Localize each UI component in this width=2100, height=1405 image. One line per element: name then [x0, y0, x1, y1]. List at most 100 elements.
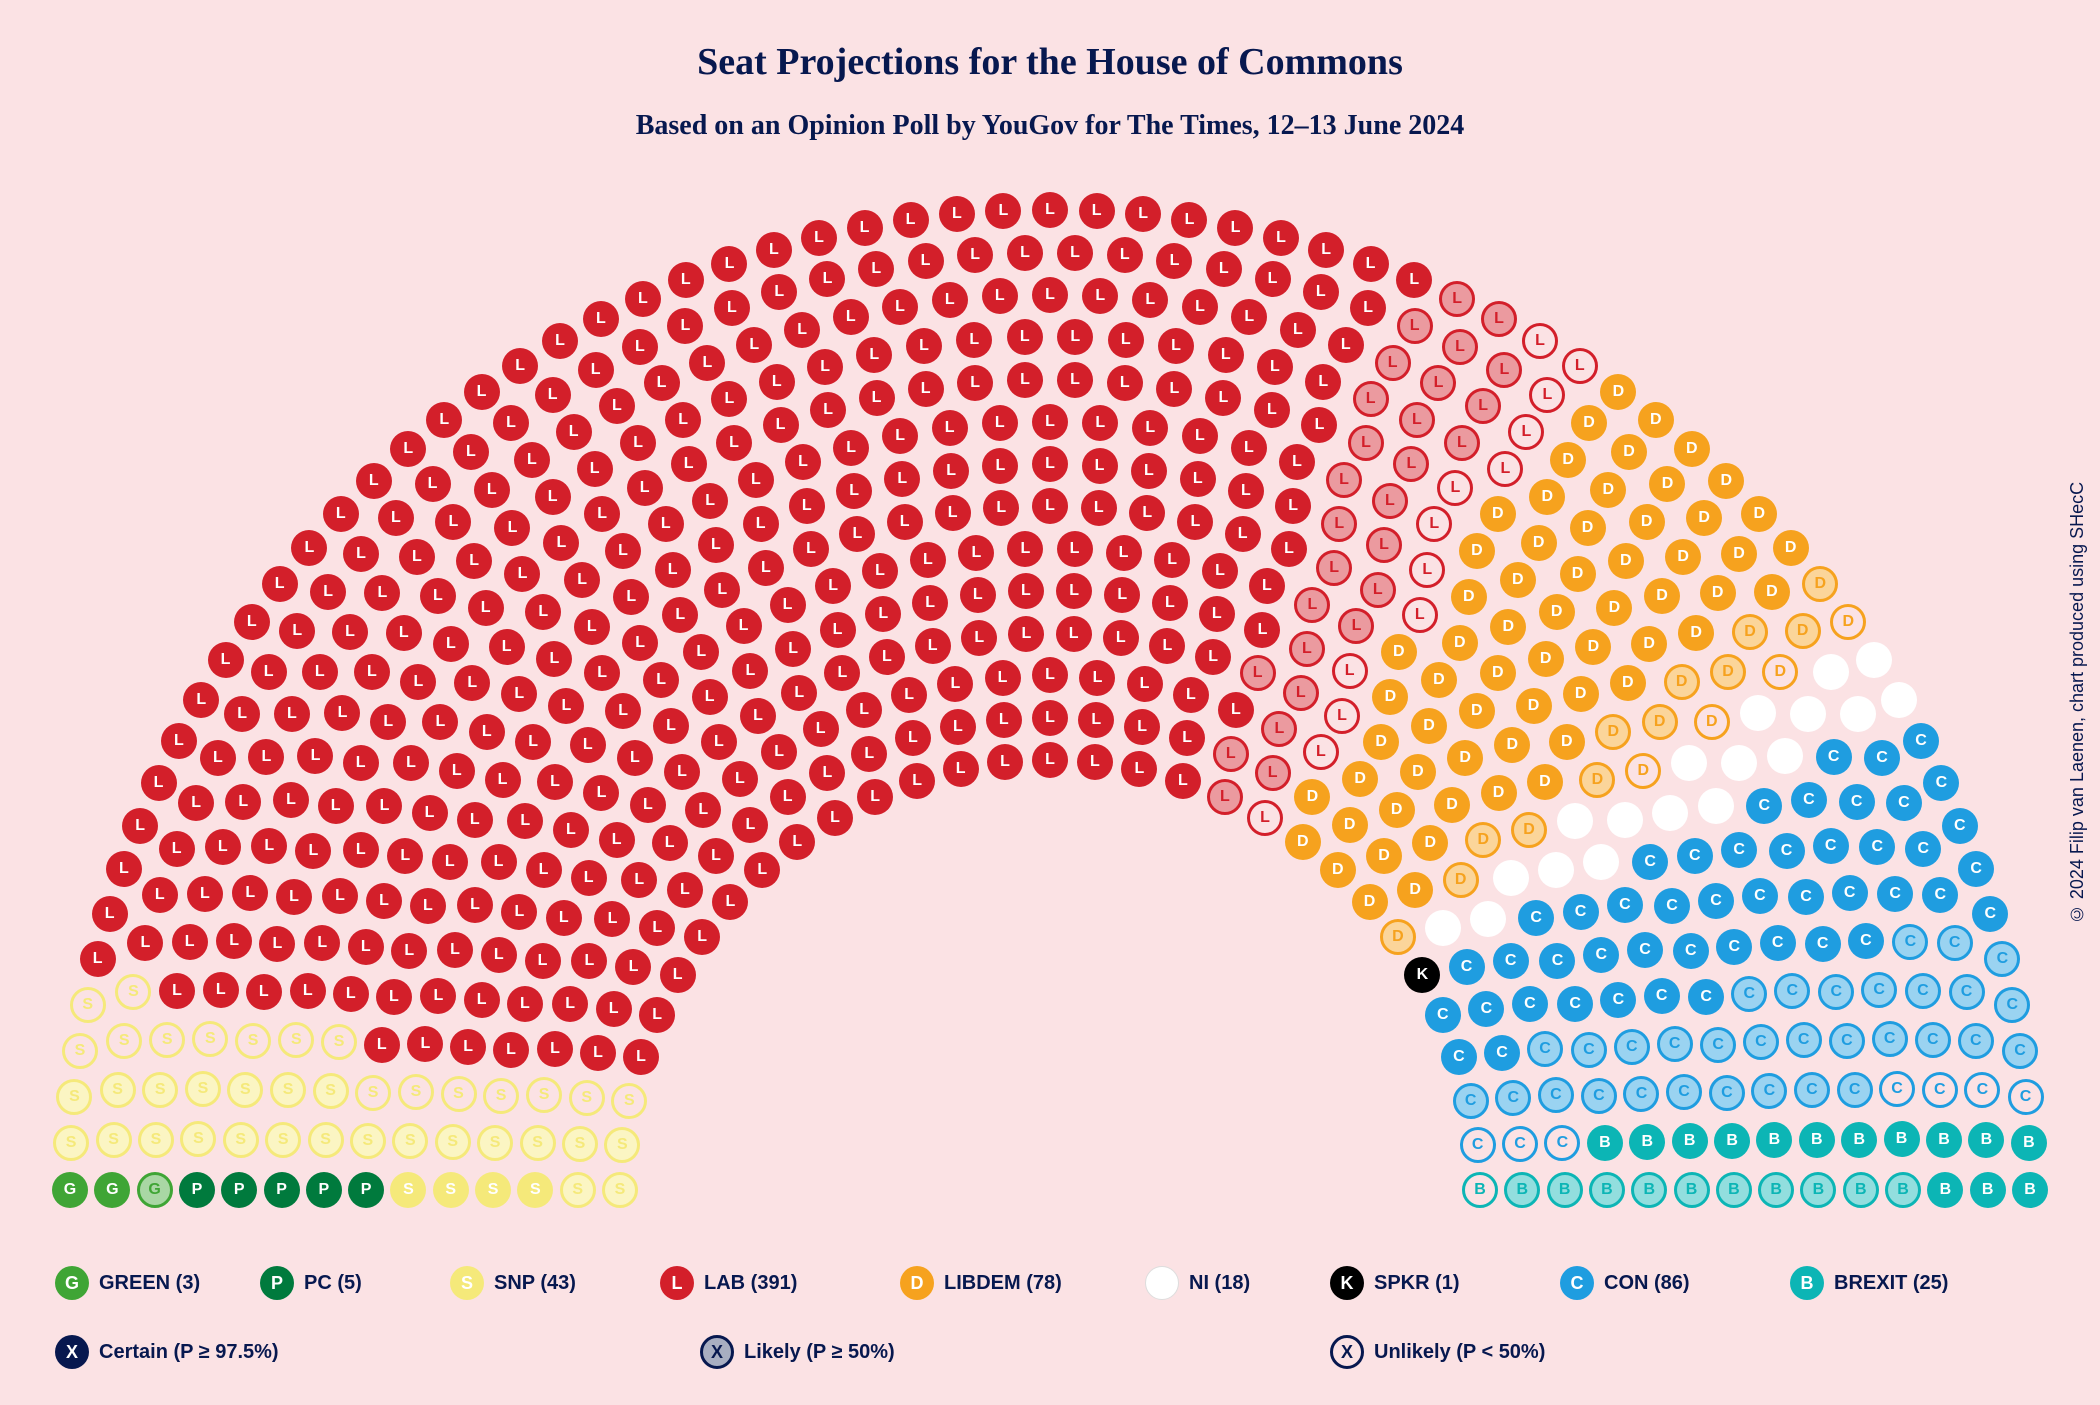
seat: C — [1607, 887, 1643, 923]
seat: L — [712, 884, 748, 920]
seat: L — [537, 764, 573, 800]
seat: L — [1132, 282, 1168, 318]
seat: D — [1579, 762, 1615, 798]
seat: P — [221, 1172, 257, 1208]
seat: C — [1915, 1022, 1951, 1058]
seat: D — [1434, 787, 1470, 823]
seat: L — [1032, 446, 1068, 482]
seat: L — [865, 596, 901, 632]
seat: L — [485, 762, 521, 798]
seat: D — [1332, 807, 1368, 843]
seat: L — [982, 448, 1018, 484]
seat: L — [908, 371, 944, 407]
seat: C — [1949, 974, 1985, 1010]
seat: B — [1714, 1123, 1750, 1159]
seat: B — [1756, 1122, 1792, 1158]
seat: L — [1082, 448, 1118, 484]
seat: D — [1762, 654, 1798, 690]
seat: C — [1673, 933, 1709, 969]
seat: L — [933, 453, 969, 489]
legend-certainty-item: XCertain (P ≥ 97.5%) — [55, 1335, 279, 1369]
seat: D — [1490, 609, 1526, 645]
seat: L — [667, 308, 703, 344]
seat: S — [96, 1122, 132, 1158]
seat: D — [1549, 724, 1585, 760]
seat: D — [1352, 884, 1388, 920]
seat: L — [1522, 323, 1558, 359]
seat: L — [982, 405, 1018, 441]
seat: L — [716, 425, 752, 461]
seat: L — [274, 696, 310, 732]
seat: L — [1205, 380, 1241, 416]
seat: L — [689, 345, 725, 381]
seat — [1840, 696, 1876, 732]
seat: C — [1786, 1022, 1822, 1058]
seat: K — [1404, 957, 1440, 993]
seat: L — [390, 431, 426, 467]
seat: L — [685, 792, 721, 828]
seat: B — [1587, 1125, 1623, 1161]
seat: L — [1032, 277, 1068, 313]
seat: L — [744, 852, 780, 888]
seat: L — [1132, 410, 1168, 446]
seat: L — [882, 418, 918, 454]
seat: S — [270, 1072, 306, 1108]
seat: L — [1082, 405, 1118, 441]
seat: L — [621, 862, 657, 898]
seat: L — [464, 982, 500, 1018]
seat: C — [1903, 723, 1939, 759]
seat: C — [1829, 1023, 1865, 1059]
seat: L — [433, 626, 469, 662]
seat: C — [1905, 973, 1941, 1009]
seat — [1671, 745, 1707, 781]
seat: L — [1263, 220, 1299, 256]
seat: C — [1460, 1127, 1496, 1163]
seat: L — [348, 929, 384, 965]
seat: L — [932, 410, 968, 446]
seat: L — [809, 261, 845, 297]
seat: L — [106, 851, 142, 887]
seat: L — [1217, 210, 1253, 246]
seat: S — [321, 1024, 357, 1060]
seat: L — [273, 782, 309, 818]
seat: D — [1708, 463, 1744, 499]
seat: L — [1125, 196, 1161, 232]
seat: L — [142, 877, 178, 913]
seat: L — [410, 888, 446, 924]
seat: L — [983, 490, 1019, 526]
seat: L — [187, 876, 223, 912]
seat: L — [364, 1027, 400, 1063]
seat: D — [1754, 574, 1790, 610]
legend-cert-label: Likely (P ≥ 50%) — [744, 1341, 895, 1364]
seat: L — [1032, 657, 1068, 693]
legend-swatch: B — [1790, 1266, 1824, 1300]
seat: L — [1007, 531, 1043, 567]
seat: S — [142, 1072, 178, 1108]
seat: L — [399, 539, 435, 575]
seat: L — [1207, 779, 1243, 815]
seat: L — [937, 666, 973, 702]
seat: L — [836, 473, 872, 509]
seat: L — [535, 377, 571, 413]
seat: B — [1926, 1122, 1962, 1158]
seat: L — [415, 466, 451, 502]
legend-item-green: GGREEN (3) — [55, 1266, 200, 1300]
seat: L — [1275, 488, 1311, 524]
seat: L — [665, 402, 701, 438]
seat: L — [203, 972, 239, 1008]
seat: L — [248, 739, 284, 775]
seat: L — [668, 262, 704, 298]
seat: L — [1158, 328, 1194, 364]
seat: S — [106, 1023, 142, 1059]
seat: L — [759, 364, 795, 400]
seat: L — [422, 704, 458, 740]
seat: L — [857, 779, 893, 815]
legend-item-con: CCON (86) — [1560, 1266, 1690, 1300]
seat: L — [986, 702, 1022, 738]
seat: L — [304, 925, 340, 961]
seat: L — [577, 451, 613, 487]
seat: L — [862, 553, 898, 589]
seat — [1698, 788, 1734, 824]
seat: L — [525, 594, 561, 630]
seat: L — [856, 337, 892, 373]
